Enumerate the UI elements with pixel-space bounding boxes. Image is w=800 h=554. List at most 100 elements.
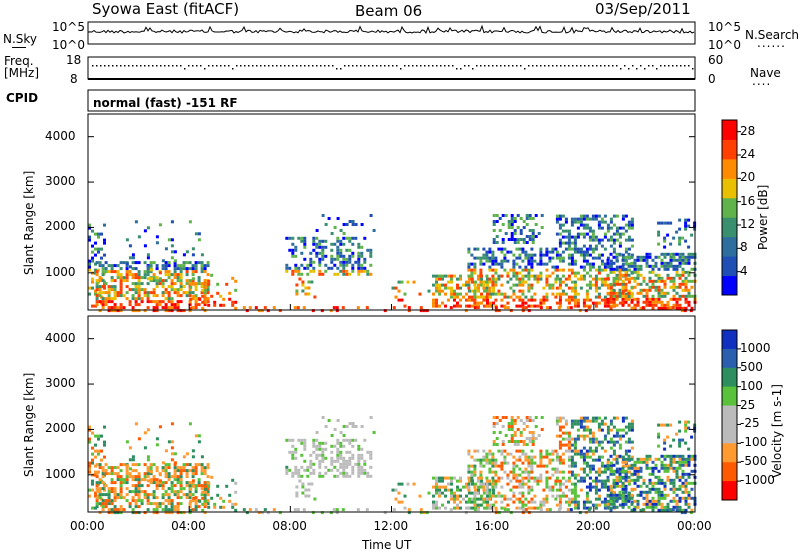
velocity-cell [567,470,571,474]
velocity-cell [506,473,510,477]
velocity-cell [633,469,637,473]
power-cell [536,277,540,281]
velocity-cell [687,493,691,497]
velocity-cell [441,491,444,495]
velocity-cell [675,454,679,458]
velocity-cell [630,457,634,461]
power-cell [603,220,607,224]
freq-dot [544,65,546,67]
power-cell [525,241,529,244]
power-cell [315,251,319,255]
power-cell [210,294,214,298]
power-cell [134,300,138,304]
velocity-cell [513,422,517,425]
power-cell [654,273,658,277]
power-cell [294,266,298,270]
velocity-cell [300,465,304,469]
power-cell [122,294,126,298]
power-cell [521,283,525,287]
power-cell [333,263,337,267]
power-cell [551,292,555,296]
power-cell [435,301,438,305]
velocity-cell [113,481,117,485]
velocity-cell [152,490,156,494]
power-cell [678,242,682,246]
power-cell [630,223,634,227]
freq-dot [612,65,614,67]
power-cell [98,291,102,295]
power-cell [293,306,297,310]
power-cell [488,259,492,263]
velocity-cell [585,452,589,456]
velocity-cell [684,502,688,506]
power-cell [527,309,531,313]
power-cell [330,260,334,264]
velocity-cell [360,465,364,469]
power-cell [663,245,667,249]
power-cell [188,309,192,313]
power-cell [98,294,102,298]
power-cell [345,272,349,276]
velocity-cell [203,496,207,500]
velocity-cell [554,449,558,453]
velocity-cell [678,499,682,503]
velocity-cell [98,478,102,482]
velocity-cell [630,500,634,504]
velocity-cell [176,466,180,470]
velocity-cell [603,500,607,504]
velocity-cell [94,464,97,468]
velocity-cell [651,505,655,509]
power-cell [651,258,655,262]
power-cell [128,288,132,292]
power-cell [231,300,235,304]
velocity-cell [621,499,625,503]
velocity-cell [295,485,299,489]
velocity-cell [216,484,220,488]
velocity-cell [357,465,361,469]
power-cell [161,279,165,283]
velocity-colorbar [721,329,741,501]
velocity-cell [294,456,298,460]
power-cell [515,256,519,260]
power-cell [666,276,670,280]
power-cell [555,232,559,236]
velocity-cell [482,485,486,489]
velocity-cell [594,491,598,495]
velocity-cell [672,490,676,494]
power-cell [365,306,369,310]
velocity-cell [648,478,652,482]
power-cell [684,294,688,298]
power-cell [191,306,195,310]
power-cell [566,306,570,310]
power-cell [666,261,670,265]
power-cell [419,306,423,310]
power-cell [158,282,162,286]
power-cell [513,217,517,220]
velocity-cell [170,490,174,494]
velocity-cell [432,476,435,480]
velocity-cell [516,440,520,443]
velocity-cell [492,416,496,419]
power-cell [624,273,628,277]
power-cell [585,289,589,293]
velocity-cell [530,467,534,471]
velocity-cell [666,454,670,458]
power-cell [684,297,688,301]
power-cell [654,255,658,259]
velocity-cell [657,490,661,494]
power-cell [95,300,99,304]
velocity-cell [672,460,676,464]
power-cell [95,273,99,277]
power-cell [603,214,607,218]
velocity-cell [660,454,664,458]
velocity-cell [206,490,210,494]
power-cell [383,309,387,313]
velocity-cell [668,508,672,512]
velocity-cell [480,485,483,489]
power-cell [534,214,538,217]
power-cell [149,291,153,295]
power-cell [530,286,534,290]
velocity-cell [636,460,640,464]
freq-dot [448,65,450,67]
velocity-cell [435,488,438,492]
